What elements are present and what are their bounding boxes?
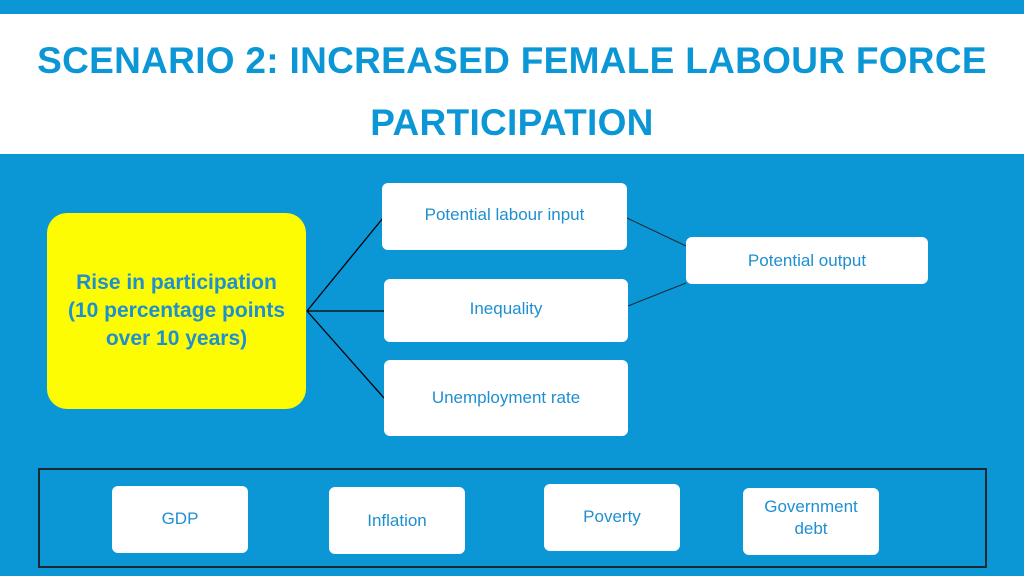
connector-root-to-unemployment [306,310,385,399]
title-line-1: SCENARIO 2: INCREASED FEMALE LABOUR FORC… [37,40,987,81]
outcome-government-debt-line-1: Government [764,496,858,516]
node-unemployment-rate-label: Unemployment rate [431,388,581,407]
root-line-3: over 10 years) [105,327,248,350]
root-line-2: (10 percentage points [67,299,286,322]
node-unemployment-rate: Unemployment rate [384,360,628,436]
outcome-poverty-label: Poverty [583,506,641,526]
outcome-inflation-label: Inflation [367,510,427,530]
outcome-poverty: Poverty [544,484,680,551]
node-inequality: Inequality [384,279,628,342]
title-band [0,14,1024,154]
connector-root-to-labour-input [306,217,384,312]
outcome-government-debt: Government debt [743,488,879,555]
connector-labour-input-to-output [626,217,687,247]
node-inequality-label: Inequality [469,298,543,318]
outcome-gdp-label: GDP [161,508,199,528]
outcomes-frame [38,468,987,568]
outcome-inflation: Inflation [329,487,465,554]
node-potential-output: Potential output [686,237,928,284]
node-potential-labour-input: Potential labour input [382,183,627,250]
connector-inequality-to-output [627,282,687,307]
title-line-2: PARTICIPATION [370,102,654,143]
root-line-1: Rise in participation [76,271,277,294]
node-potential-output-label: Potential output [747,250,867,270]
root-node-rise-in-participation: Rise in participation (10 percentage poi… [47,213,306,409]
top-strip [0,0,1024,14]
page-title: SCENARIO 2: INCREASED FEMALE LABOUR FORC… [0,30,1024,154]
outcome-government-debt-line-2: debt [794,518,828,538]
node-potential-labour-input-label: Potential labour input [424,204,585,224]
outcome-gdp: GDP [112,486,248,553]
